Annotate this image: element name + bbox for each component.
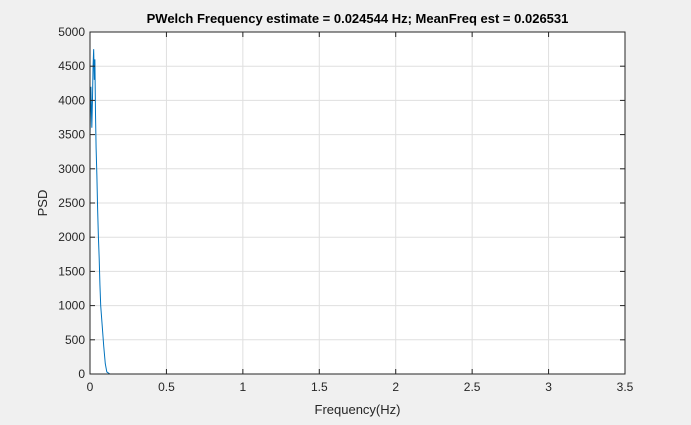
- ticks: 0 0.5 1 1.5 2 2.5 3 3.5 0 500 1000 1500 2000 2500 3000…: [58, 25, 633, 394]
- x-tick-label: 0.5: [158, 380, 175, 394]
- x-tick-label: 2.5: [464, 380, 481, 394]
- y-tick-label: 500: [65, 333, 85, 347]
- y-tick-label: 2500: [58, 196, 85, 210]
- x-tick-label: 3: [545, 380, 552, 394]
- y-tick-label: 1500: [58, 264, 85, 278]
- y-tick-label: 0: [78, 367, 85, 381]
- x-axis-label: Frequency(Hz): [315, 402, 401, 417]
- x-tick-label: 1: [240, 380, 247, 394]
- chart-title: PWelch Frequency estimate = 0.024544 Hz;…: [147, 11, 569, 26]
- y-tick-label: 2000: [58, 230, 85, 244]
- x-tick-label: 1.5: [311, 380, 328, 394]
- y-tick-label: 1000: [58, 299, 85, 313]
- x-tick-label: 2: [392, 380, 399, 394]
- x-tick-label: 3.5: [617, 380, 634, 394]
- y-tick-label: 3000: [58, 162, 85, 176]
- y-tick-label: 5000: [58, 25, 85, 39]
- y-tick-label: 4500: [58, 59, 85, 73]
- y-tick-label: 3500: [58, 128, 85, 142]
- y-tick-label: 4000: [58, 93, 85, 107]
- x-tick-label: 0: [87, 380, 94, 394]
- y-axis-label: PSD: [35, 190, 50, 217]
- grid: [90, 32, 625, 374]
